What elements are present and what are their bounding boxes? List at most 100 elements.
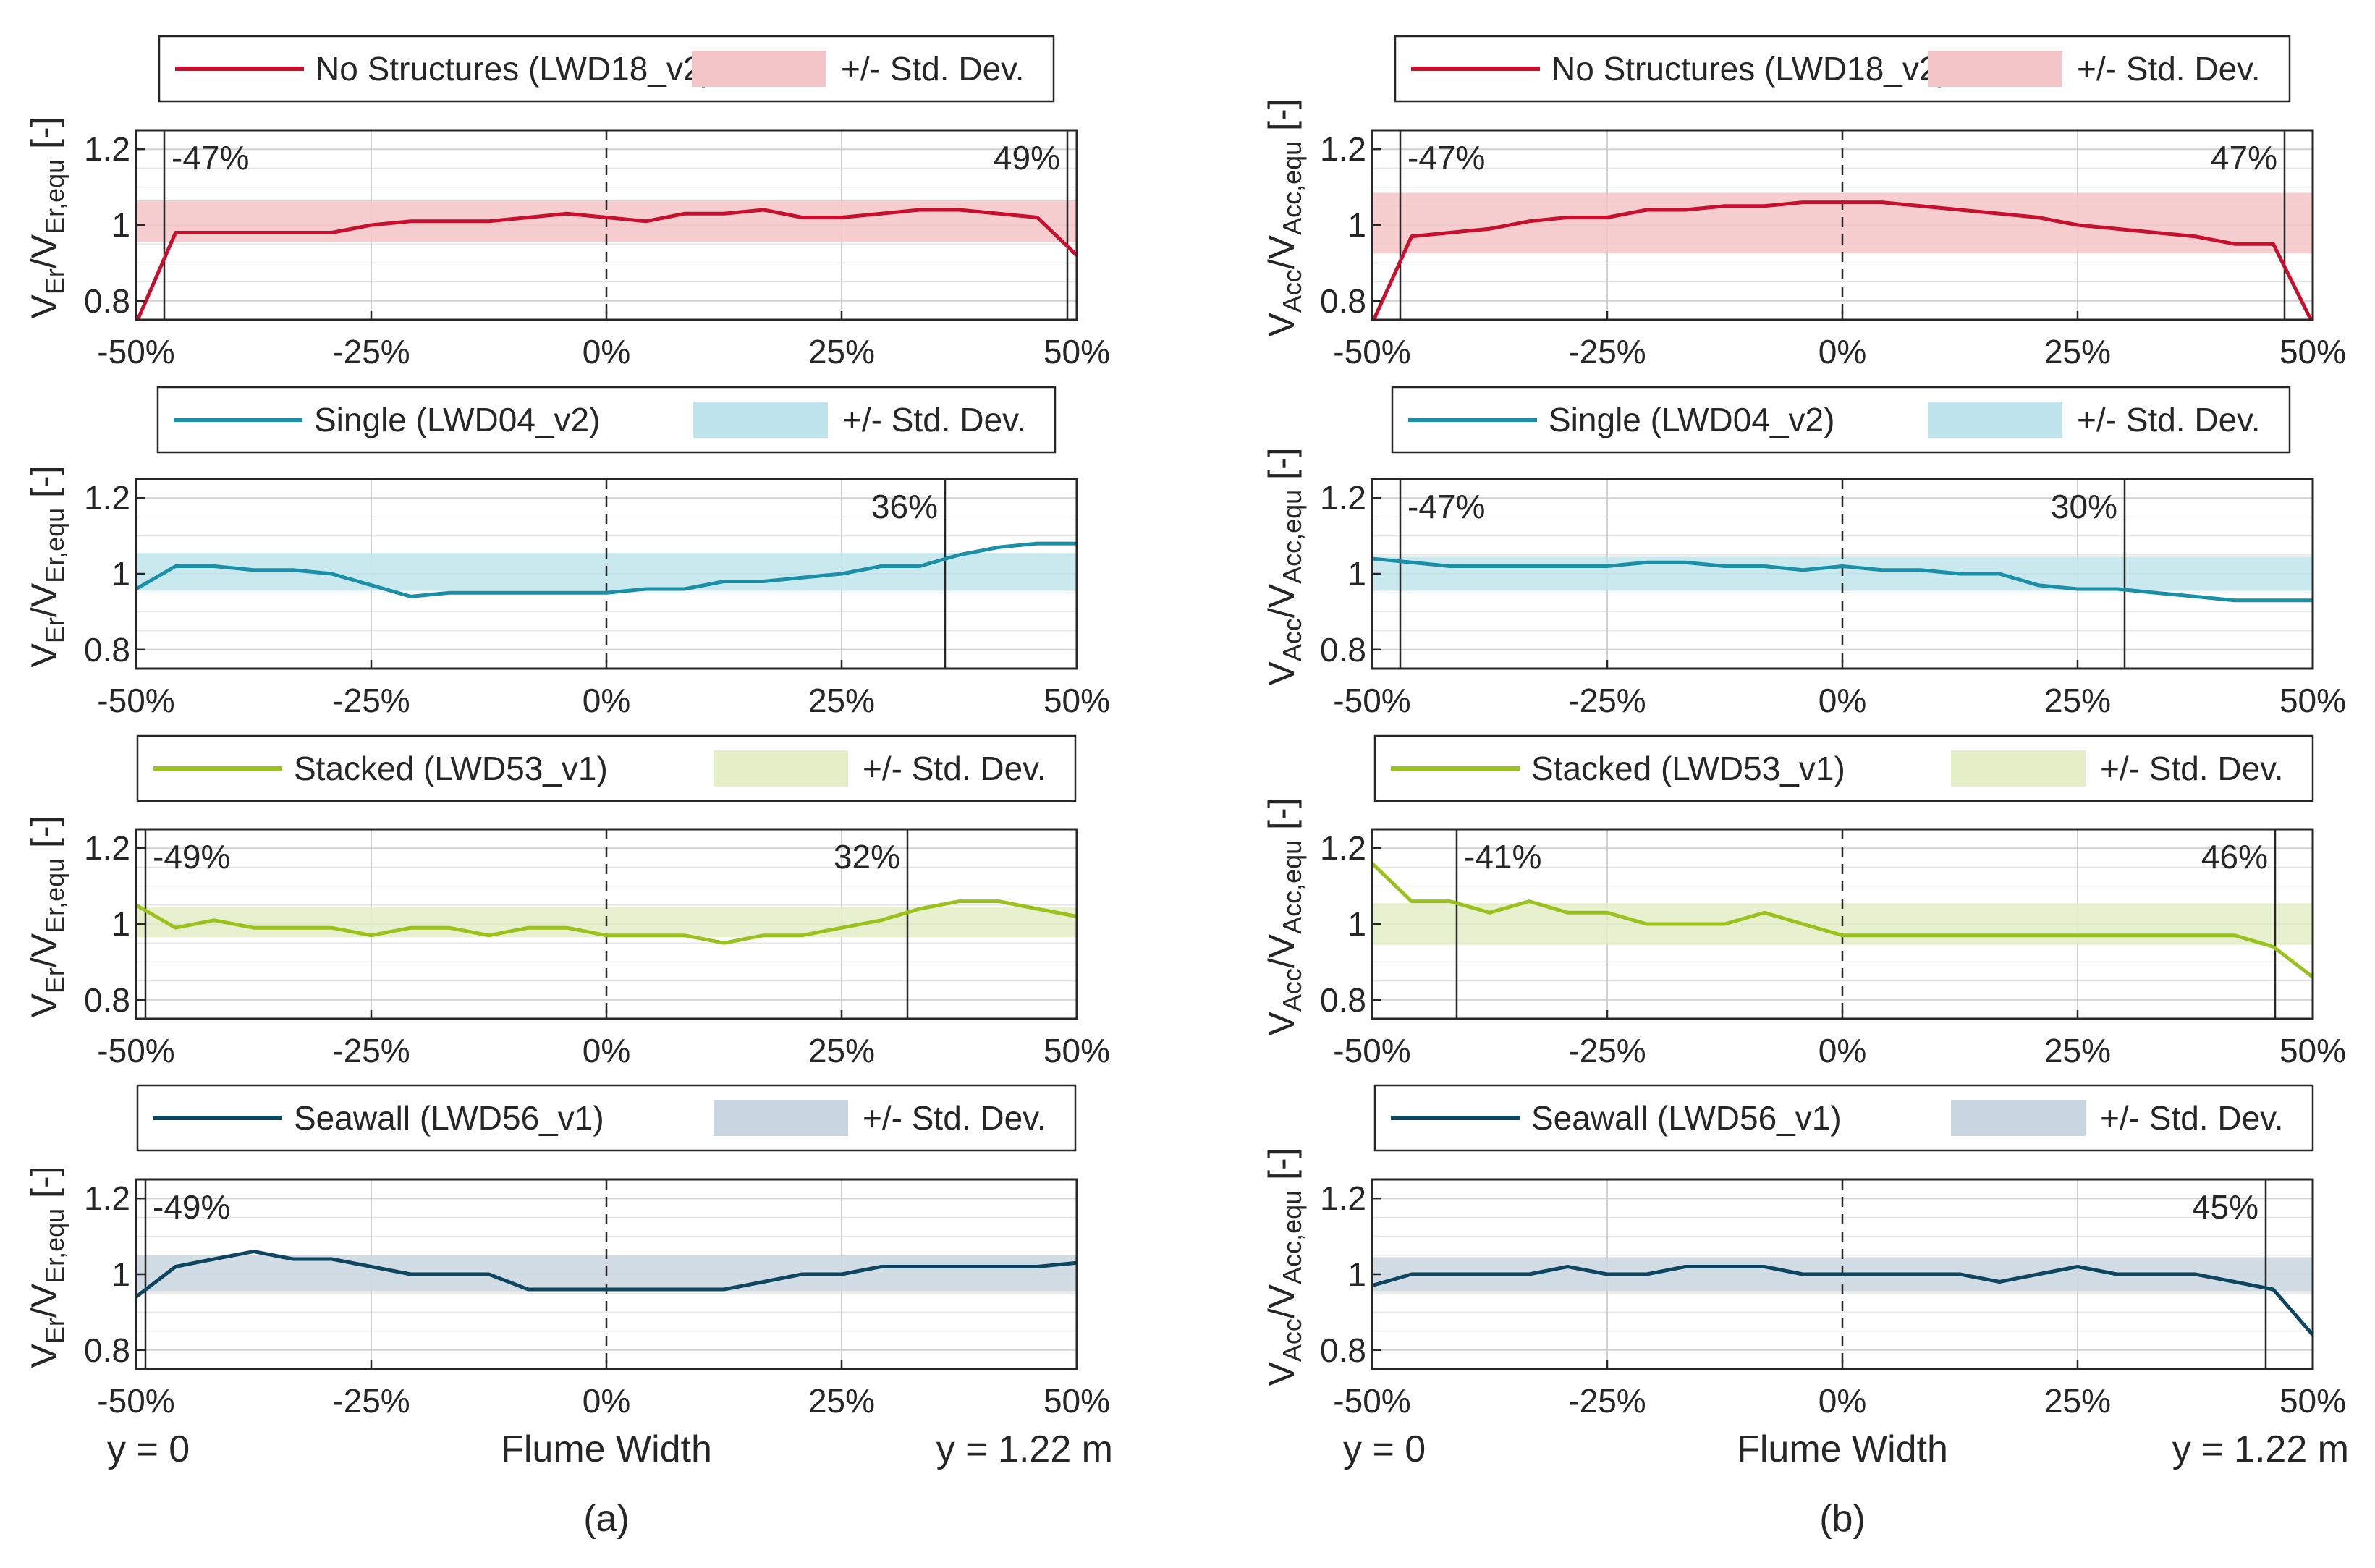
x-tick-label: 25% — [2044, 333, 2111, 370]
x-tick-label: 25% — [808, 1382, 875, 1420]
legend-band-swatch — [1928, 402, 2062, 438]
legend-box — [156, 386, 1057, 454]
panel-label: (b) — [1819, 1498, 1866, 1540]
x-tick-label: 25% — [2044, 1032, 2111, 1069]
x-tick-label: 50% — [1043, 1382, 1110, 1420]
x-tick-label: -25% — [1568, 1032, 1646, 1069]
x-tick-label: -50% — [1333, 333, 1410, 370]
y-axis-label: VEr/VEr,equ [-] — [24, 116, 69, 318]
subplot-none: No Structures (LWD18_v2) +/- Std. Dev. -47… — [1261, 35, 2346, 370]
legend-band-label: +/- Std. Dev. — [2100, 1099, 2284, 1137]
x-tick-label: 0% — [1819, 333, 1866, 370]
legend-series-label: Single (LWD04_v2) — [314, 401, 600, 438]
subplot-stacked: Stacked (LWD53_v1) +/- Std. Dev. -49% 32% 0.… — [24, 734, 1110, 1069]
x-left-label: y = 0 — [107, 1428, 190, 1470]
legend-band-label: +/- Std. Dev. — [842, 401, 1026, 438]
legend-series-label: Stacked (LWD53_v1) — [294, 750, 608, 787]
legend: Single (LWD04_v2) +/- Std. Dev. — [156, 386, 1057, 454]
legend-band-label: +/- Std. Dev. — [863, 1099, 1046, 1137]
legend-band-swatch — [1928, 51, 2062, 87]
x-tick-label: 25% — [2044, 682, 2111, 719]
x-tick-label: -50% — [97, 333, 174, 370]
legend-box — [1391, 386, 2291, 454]
x-tick-label: 50% — [2279, 1032, 2346, 1069]
x-tick-label: -50% — [1333, 682, 1410, 719]
legend: Seawall (LWD56_v1) +/- Std. Dev. — [1373, 1084, 2314, 1152]
y-axis-label: VAcc/VAcc,equ [-] — [1261, 98, 1307, 336]
y-axis-label: VAcc/VAcc,equ [-] — [1261, 447, 1307, 685]
y-axis-label: VAcc/VAcc,equ [-] — [1261, 797, 1307, 1035]
x-tick-label: -50% — [1333, 1032, 1410, 1069]
x-tick-label: -50% — [97, 1382, 174, 1420]
x-tick-label: -25% — [332, 1382, 410, 1420]
y-tick-label: 1 — [111, 1255, 130, 1293]
y-tick-label: 1 — [111, 905, 130, 943]
legend-box — [136, 1084, 1077, 1152]
x-tick-label: 25% — [808, 682, 875, 719]
legend-band-label: +/- Std. Dev. — [2100, 750, 2284, 787]
legend-band-swatch — [693, 402, 828, 438]
threshold-label: 36% — [871, 488, 938, 525]
x-tick-label: -25% — [332, 333, 410, 370]
y-tick-label: 0.8 — [84, 1331, 130, 1369]
legend-series-label: No Structures (LWD18_v2) — [316, 50, 713, 88]
subplot-seawall: Seawall (LWD56_v1) +/- Std. Dev. 45% 0.8 1 1.… — [1261, 1084, 2346, 1420]
x-tick-label: 0% — [583, 1032, 630, 1069]
x-tick-label: 50% — [1043, 333, 1110, 370]
y-tick-label: 0.8 — [1320, 631, 1366, 669]
legend-series-label: Single (LWD04_v2) — [1549, 401, 1834, 438]
legend-series-label: No Structures (LWD18_v2) — [1551, 50, 1949, 88]
y-tick-label: 1.2 — [1320, 1179, 1366, 1217]
legend-box — [136, 734, 1077, 802]
legend: Stacked (LWD53_v1) +/- Std. Dev. — [1373, 734, 2314, 802]
threshold-label: -49% — [153, 1188, 230, 1226]
y-axis-label: VEr/VEr,equ [-] — [24, 465, 69, 667]
x-tick-label: 0% — [583, 333, 630, 370]
legend-band-label: +/- Std. Dev. — [2077, 50, 2261, 88]
column-a: No Structures (LWD18_v2) +/- Std. Dev. -47… — [24, 35, 1113, 1540]
x-tick-label: -25% — [332, 682, 410, 719]
subplot-single: Single (LWD04_v2) +/- Std. Dev. -47% 30% 0.8… — [1261, 386, 2346, 719]
series-line — [136, 899, 1077, 945]
x-tick-label: 25% — [808, 1032, 875, 1069]
threshold-label: -47% — [1407, 139, 1485, 177]
legend-band-swatch — [1951, 1100, 2086, 1136]
x-axis-label: Flume Width — [501, 1428, 712, 1470]
panel-label: (a) — [583, 1498, 630, 1540]
x-tick-label: -25% — [1568, 333, 1646, 370]
y-tick-label: 1.2 — [1320, 829, 1366, 867]
x-tick-label: -50% — [1333, 1382, 1410, 1420]
series-line — [1372, 200, 2313, 320]
threshold-label: 30% — [2051, 488, 2117, 525]
y-tick-label: 1 — [111, 206, 130, 244]
series-line — [1372, 1265, 2313, 1336]
x-axis-label: Flume Width — [1737, 1428, 1948, 1470]
x-tick-label: 50% — [1043, 682, 1110, 719]
threshold-label: 46% — [2201, 838, 2268, 876]
legend-band-swatch — [1951, 750, 2086, 787]
x-tick-label: 0% — [1819, 682, 1866, 719]
x-tick-label: -25% — [332, 1032, 410, 1069]
legend-series-label: Seawall (LWD56_v1) — [1531, 1099, 1842, 1137]
threshold-label: -41% — [1464, 838, 1541, 876]
x-tick-label: 0% — [1819, 1032, 1866, 1069]
legend-series-label: Stacked (LWD53_v1) — [1531, 750, 1845, 787]
x-tick-label: -50% — [97, 682, 174, 719]
legend-band-label: +/- Std. Dev. — [863, 750, 1046, 787]
y-tick-label: 1.2 — [1320, 479, 1366, 517]
legend: No Structures (LWD18_v2) +/- Std. Dev. — [158, 35, 1055, 103]
x-right-label: y = 1.22 m — [936, 1428, 1113, 1470]
y-axis-label: VEr/VEr,equ [-] — [24, 815, 69, 1017]
legend-band-swatch — [692, 51, 826, 87]
threshold-label: -49% — [153, 838, 230, 876]
legend-box — [1373, 734, 2314, 802]
series-line — [1372, 862, 2313, 979]
x-tick-label: 50% — [2279, 682, 2346, 719]
legend-band-swatch — [714, 750, 848, 787]
x-tick-label: 0% — [583, 682, 630, 719]
y-tick-label: 1 — [1347, 1255, 1366, 1293]
legend: Seawall (LWD56_v1) +/- Std. Dev. — [136, 1084, 1077, 1152]
x-right-label: y = 1.22 m — [2172, 1428, 2349, 1470]
legend: Single (LWD04_v2) +/- Std. Dev. — [1391, 386, 2291, 454]
